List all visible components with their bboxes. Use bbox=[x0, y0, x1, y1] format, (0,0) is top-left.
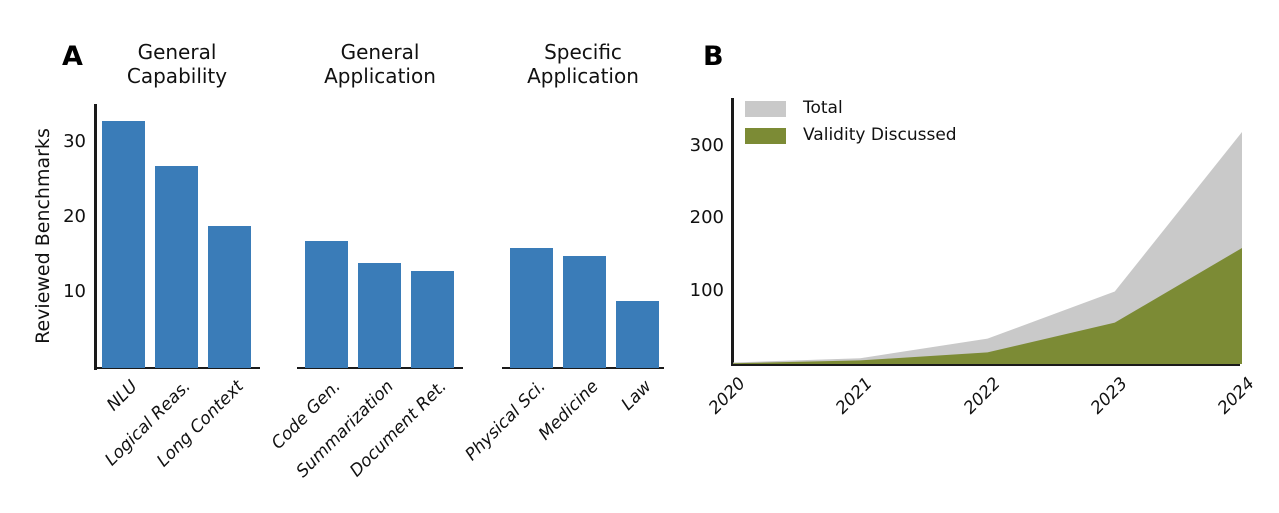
group-title-specific-2: Specific Application bbox=[527, 40, 639, 89]
bar-nlu bbox=[102, 120, 145, 368]
bar-code-gen bbox=[305, 240, 348, 368]
x-tick-label-2024: 2024 bbox=[1213, 373, 1259, 419]
bar-summarization bbox=[358, 263, 401, 368]
bar-document-ret bbox=[411, 270, 454, 368]
legend-item-total: Total bbox=[745, 100, 957, 117]
bar-physical-sci bbox=[510, 248, 553, 368]
x-tick-label-2021: 2021 bbox=[832, 373, 877, 419]
x-axis-baseline bbox=[731, 362, 1240, 366]
group-title-general-1: General Application bbox=[324, 40, 436, 89]
group-title-general-0: General Capability bbox=[126, 40, 228, 89]
y-tick-label: 10 bbox=[63, 281, 86, 302]
y-tick-label: 100 bbox=[689, 279, 724, 301]
area-total bbox=[733, 132, 1242, 364]
legend: Total Validity Discussed bbox=[745, 100, 957, 144]
legend-swatch-total bbox=[745, 100, 786, 117]
y-tick-label: 20 bbox=[63, 206, 86, 227]
legend-label-validity: Validity Discussed bbox=[803, 125, 957, 145]
panel-b-label: B bbox=[703, 41, 724, 72]
bar-medicine bbox=[563, 255, 606, 368]
y-tick-label: 300 bbox=[689, 134, 724, 156]
bar-law bbox=[616, 300, 659, 368]
panel-a-label: A bbox=[62, 41, 83, 72]
bar-logical-reas bbox=[155, 165, 198, 368]
legend-item-validity: Validity Discussed bbox=[745, 127, 957, 144]
y-axis-spine bbox=[731, 98, 734, 366]
legend-swatch-validity bbox=[745, 127, 786, 144]
area-chart-svg bbox=[733, 132, 1242, 364]
legend-label-total: Total bbox=[803, 98, 843, 118]
y-axis-spine bbox=[94, 104, 97, 370]
x-tick-label-2022: 2022 bbox=[959, 373, 1005, 419]
y-tick-label: 200 bbox=[689, 207, 724, 228]
x-tick-label-2023: 2023 bbox=[1086, 373, 1132, 419]
area-validity-discussed bbox=[733, 248, 1242, 364]
bar-long-context bbox=[208, 225, 251, 368]
y-tick-label: 30 bbox=[63, 131, 86, 152]
